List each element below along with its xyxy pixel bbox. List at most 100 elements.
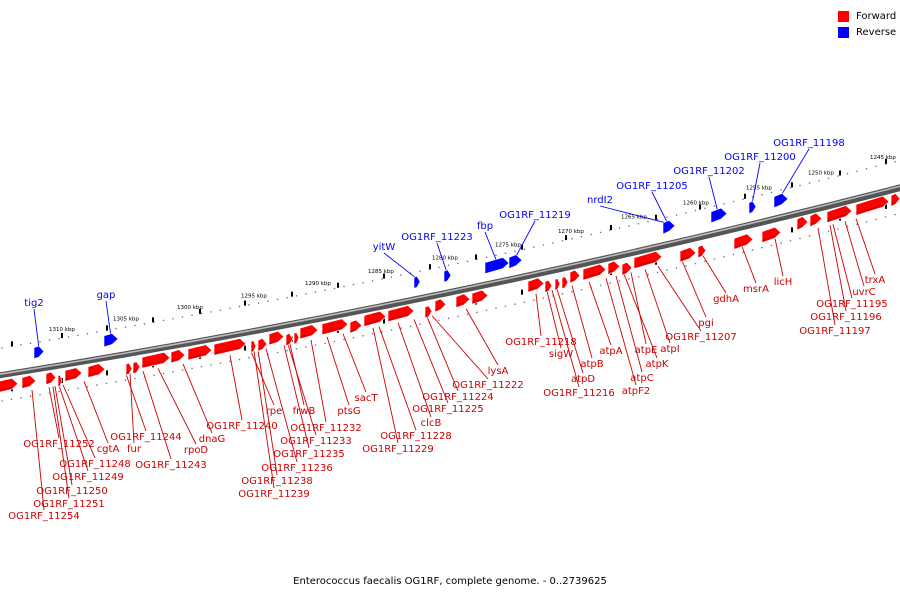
forward-gene[interactable] (890, 192, 900, 208)
leader-line (142, 370, 172, 460)
forward-gene[interactable] (57, 374, 63, 388)
forward-gene[interactable] (170, 349, 186, 364)
forward-gene[interactable] (697, 244, 707, 259)
forward-gene[interactable] (250, 340, 257, 353)
leader-line (681, 260, 707, 318)
forward-gene[interactable] (363, 310, 387, 328)
forward-gene[interactable] (0, 377, 19, 393)
forward-gene[interactable] (561, 276, 569, 290)
forward-gene[interactable] (582, 263, 607, 281)
forward-gene[interactable] (349, 319, 363, 334)
scale-tick (106, 370, 108, 376)
leader-line (229, 355, 243, 421)
forward-gene[interactable] (424, 305, 433, 319)
forward-gene-label-og1rf-11243: OG1RF_11243 (135, 460, 207, 471)
forward-gene-label-sact: sacT (355, 393, 379, 404)
forward-gene[interactable] (761, 226, 782, 244)
forward-gene[interactable] (733, 233, 754, 250)
leader-line (265, 348, 298, 463)
leader-line (708, 176, 719, 213)
reverse-gene[interactable] (748, 200, 757, 215)
forward-gene[interactable] (213, 337, 247, 356)
leader-line (615, 275, 643, 373)
leader-line (751, 162, 761, 205)
leader-line (431, 315, 489, 380)
forward-gene[interactable] (455, 293, 471, 309)
forward-gene[interactable] (64, 367, 83, 382)
scale-label: 1260 kbp (683, 200, 709, 206)
forward-gene[interactable] (21, 374, 37, 390)
forward-gene-label-og1rf-11250: OG1RF_11250 (36, 486, 108, 497)
forward-gene[interactable] (257, 338, 268, 352)
leader-line (844, 221, 865, 287)
forward-gene[interactable] (855, 195, 890, 216)
leader-line (546, 291, 562, 349)
forward-gene[interactable] (285, 333, 294, 347)
forward-gene[interactable] (796, 216, 809, 231)
forward-gene[interactable] (554, 277, 561, 292)
reverse-gene[interactable] (662, 219, 676, 235)
scale-tick (885, 203, 887, 209)
forward-gene[interactable] (633, 250, 663, 270)
forward-gene[interactable] (607, 260, 621, 276)
legend-forward: Forward (838, 8, 896, 24)
scale-tick (244, 345, 246, 351)
scale-tick (383, 273, 385, 279)
forward-gene[interactable] (125, 362, 133, 376)
genome-caption: Enterococcus faecalis OG1RF, complete ge… (293, 576, 607, 587)
forward-gene[interactable] (87, 363, 106, 379)
scale-label: 1265 kbp (621, 215, 647, 221)
leader-line (62, 384, 96, 459)
forward-gene[interactable] (321, 318, 349, 336)
forward-gene[interactable] (471, 289, 489, 305)
reverse-gene[interactable] (484, 257, 510, 275)
forward-gene[interactable] (809, 212, 823, 228)
leader-line (52, 386, 70, 499)
leader-line (855, 218, 876, 275)
forward-gene-label-atpa: atpA (599, 346, 622, 357)
forward-gene-label-og1rf-11232: OG1RF_11232 (290, 423, 362, 434)
forward-gene-label-lysa: lysA (488, 366, 509, 377)
scale-label: 1285 kbp (368, 269, 394, 275)
reverse-gene[interactable] (33, 345, 45, 360)
forward-gene[interactable] (527, 277, 545, 293)
forward-gene[interactable] (387, 305, 415, 323)
reverse-gene[interactable] (103, 333, 119, 348)
tick-layer: 1310 kbp 1305 kbp 1300 kbp 1295 kbp 1290 kbp… (1, 155, 896, 402)
scale-tick (655, 214, 657, 220)
scale-tick (839, 170, 841, 176)
forward-gene[interactable] (132, 361, 141, 375)
forward-gene-label-og1rf-11196: OG1RF_11196 (810, 312, 882, 323)
forward-gene[interactable] (826, 205, 853, 224)
reverse-gene-label-yitw: yitW (373, 242, 396, 253)
forward-gene[interactable] (268, 330, 285, 346)
forward-gene[interactable] (187, 344, 213, 361)
scale-label: 1250 kbp (808, 170, 834, 176)
reverse-gene[interactable] (508, 254, 523, 269)
forward-gene[interactable] (299, 324, 319, 340)
scale-tick (152, 317, 154, 323)
leader-line (257, 350, 278, 476)
forward-gene[interactable] (434, 298, 447, 313)
forward-gene-label-rpe: rpe (266, 406, 283, 417)
forward-gene[interactable] (621, 261, 633, 277)
reverse-gene[interactable] (413, 275, 421, 289)
leader-line (413, 319, 449, 404)
reverse-gene[interactable] (773, 193, 789, 209)
reverse-gene[interactable] (710, 207, 728, 224)
forward-gene[interactable] (141, 351, 171, 369)
scale-label: 1310 kbp (49, 327, 75, 333)
gene-label-layer: tig2 gap yitW OG1RF_11223 fbp OG1RF_11219 nrdI… (8, 138, 888, 522)
forward-gene[interactable] (544, 279, 553, 294)
forward-gene[interactable] (45, 371, 57, 386)
scale-label: 1275 kbp (495, 242, 521, 248)
leader-line (326, 336, 350, 406)
forward-gene[interactable] (569, 269, 581, 284)
scale-tick (791, 182, 793, 188)
forward-gene[interactable] (679, 247, 697, 263)
gene-layer[interactable] (0, 192, 900, 393)
forward-gene[interactable] (293, 331, 300, 345)
leader-line (535, 293, 542, 337)
reverse-gene[interactable] (443, 269, 452, 283)
